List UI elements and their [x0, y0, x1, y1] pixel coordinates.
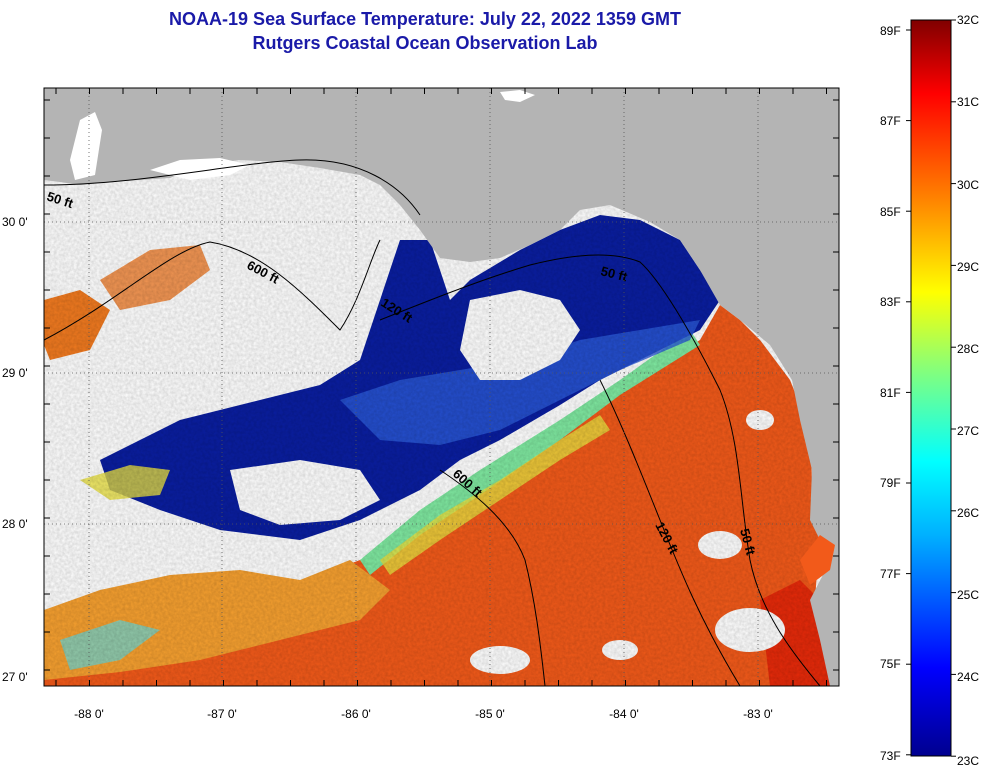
bay [500, 90, 535, 102]
axis-ticks [44, 88, 839, 686]
colorbar-c-label: 24C [957, 670, 979, 684]
colorbar-c-label: 30C [957, 178, 979, 192]
map-title: NOAA-19 Sea Surface Temperature: July 22… [169, 9, 681, 29]
lat-label: 30 0' [2, 215, 28, 229]
isobath-50ft [43, 159, 421, 216]
lat-label: 28 0' [2, 517, 28, 531]
isobath-600ft [43, 239, 381, 341]
isobath-label: 50 ft [737, 527, 759, 557]
colorbar [910, 19, 952, 757]
colorbar-c-label: 29C [957, 260, 979, 274]
graticule [44, 88, 839, 686]
colorbar-c-label: 25C [957, 588, 979, 602]
map-subtitle: Rutgers Coastal Ocean Observation Lab [252, 33, 598, 53]
colorbar-f-label: 89F [880, 24, 901, 38]
colorbar-f-label: 83F [880, 295, 901, 309]
colorbar-ticks [906, 19, 956, 757]
isobath-600ft-s [439, 469, 546, 687]
isobath-120ft-s [599, 379, 741, 687]
colorbar-f-label: 85F [880, 205, 901, 219]
colorbar-c-label: 32C [957, 13, 979, 27]
colorbar-c-label: 31C [957, 95, 979, 109]
lat-label: 29 0' [2, 366, 28, 380]
lon-label: -84 0' [609, 707, 639, 721]
isobath-label: 50 ft [599, 263, 629, 284]
colorbar-c-label: 27C [957, 424, 979, 438]
lon-label: -87 0' [207, 707, 237, 721]
lon-label: -86 0' [341, 707, 371, 721]
colorbar-c-label: 28C [957, 342, 979, 356]
colorbar-f-label: 75F [880, 657, 901, 671]
colorbar-f-label: 81F [880, 386, 901, 400]
colorbar-c-label: 23C [957, 754, 979, 768]
colorbar-f-label: 87F [880, 114, 901, 128]
bay [70, 112, 102, 180]
colorbar-f-label: 73F [880, 749, 901, 763]
map-frame [43, 87, 840, 687]
bay [800, 535, 835, 585]
colorbar-f-label: 79F [880, 476, 901, 490]
land-mass [44, 88, 839, 686]
lon-label: -88 0' [74, 707, 104, 721]
colorbar-c-label: 26C [957, 506, 979, 520]
lat-label: 27 0' [2, 670, 28, 684]
isobath-120ft-ne [379, 254, 821, 687]
lon-label: -83 0' [743, 707, 773, 721]
isobath-lines [43, 159, 821, 687]
colorbar-f-label: 77F [880, 567, 901, 581]
lon-label: -85 0' [475, 707, 505, 721]
